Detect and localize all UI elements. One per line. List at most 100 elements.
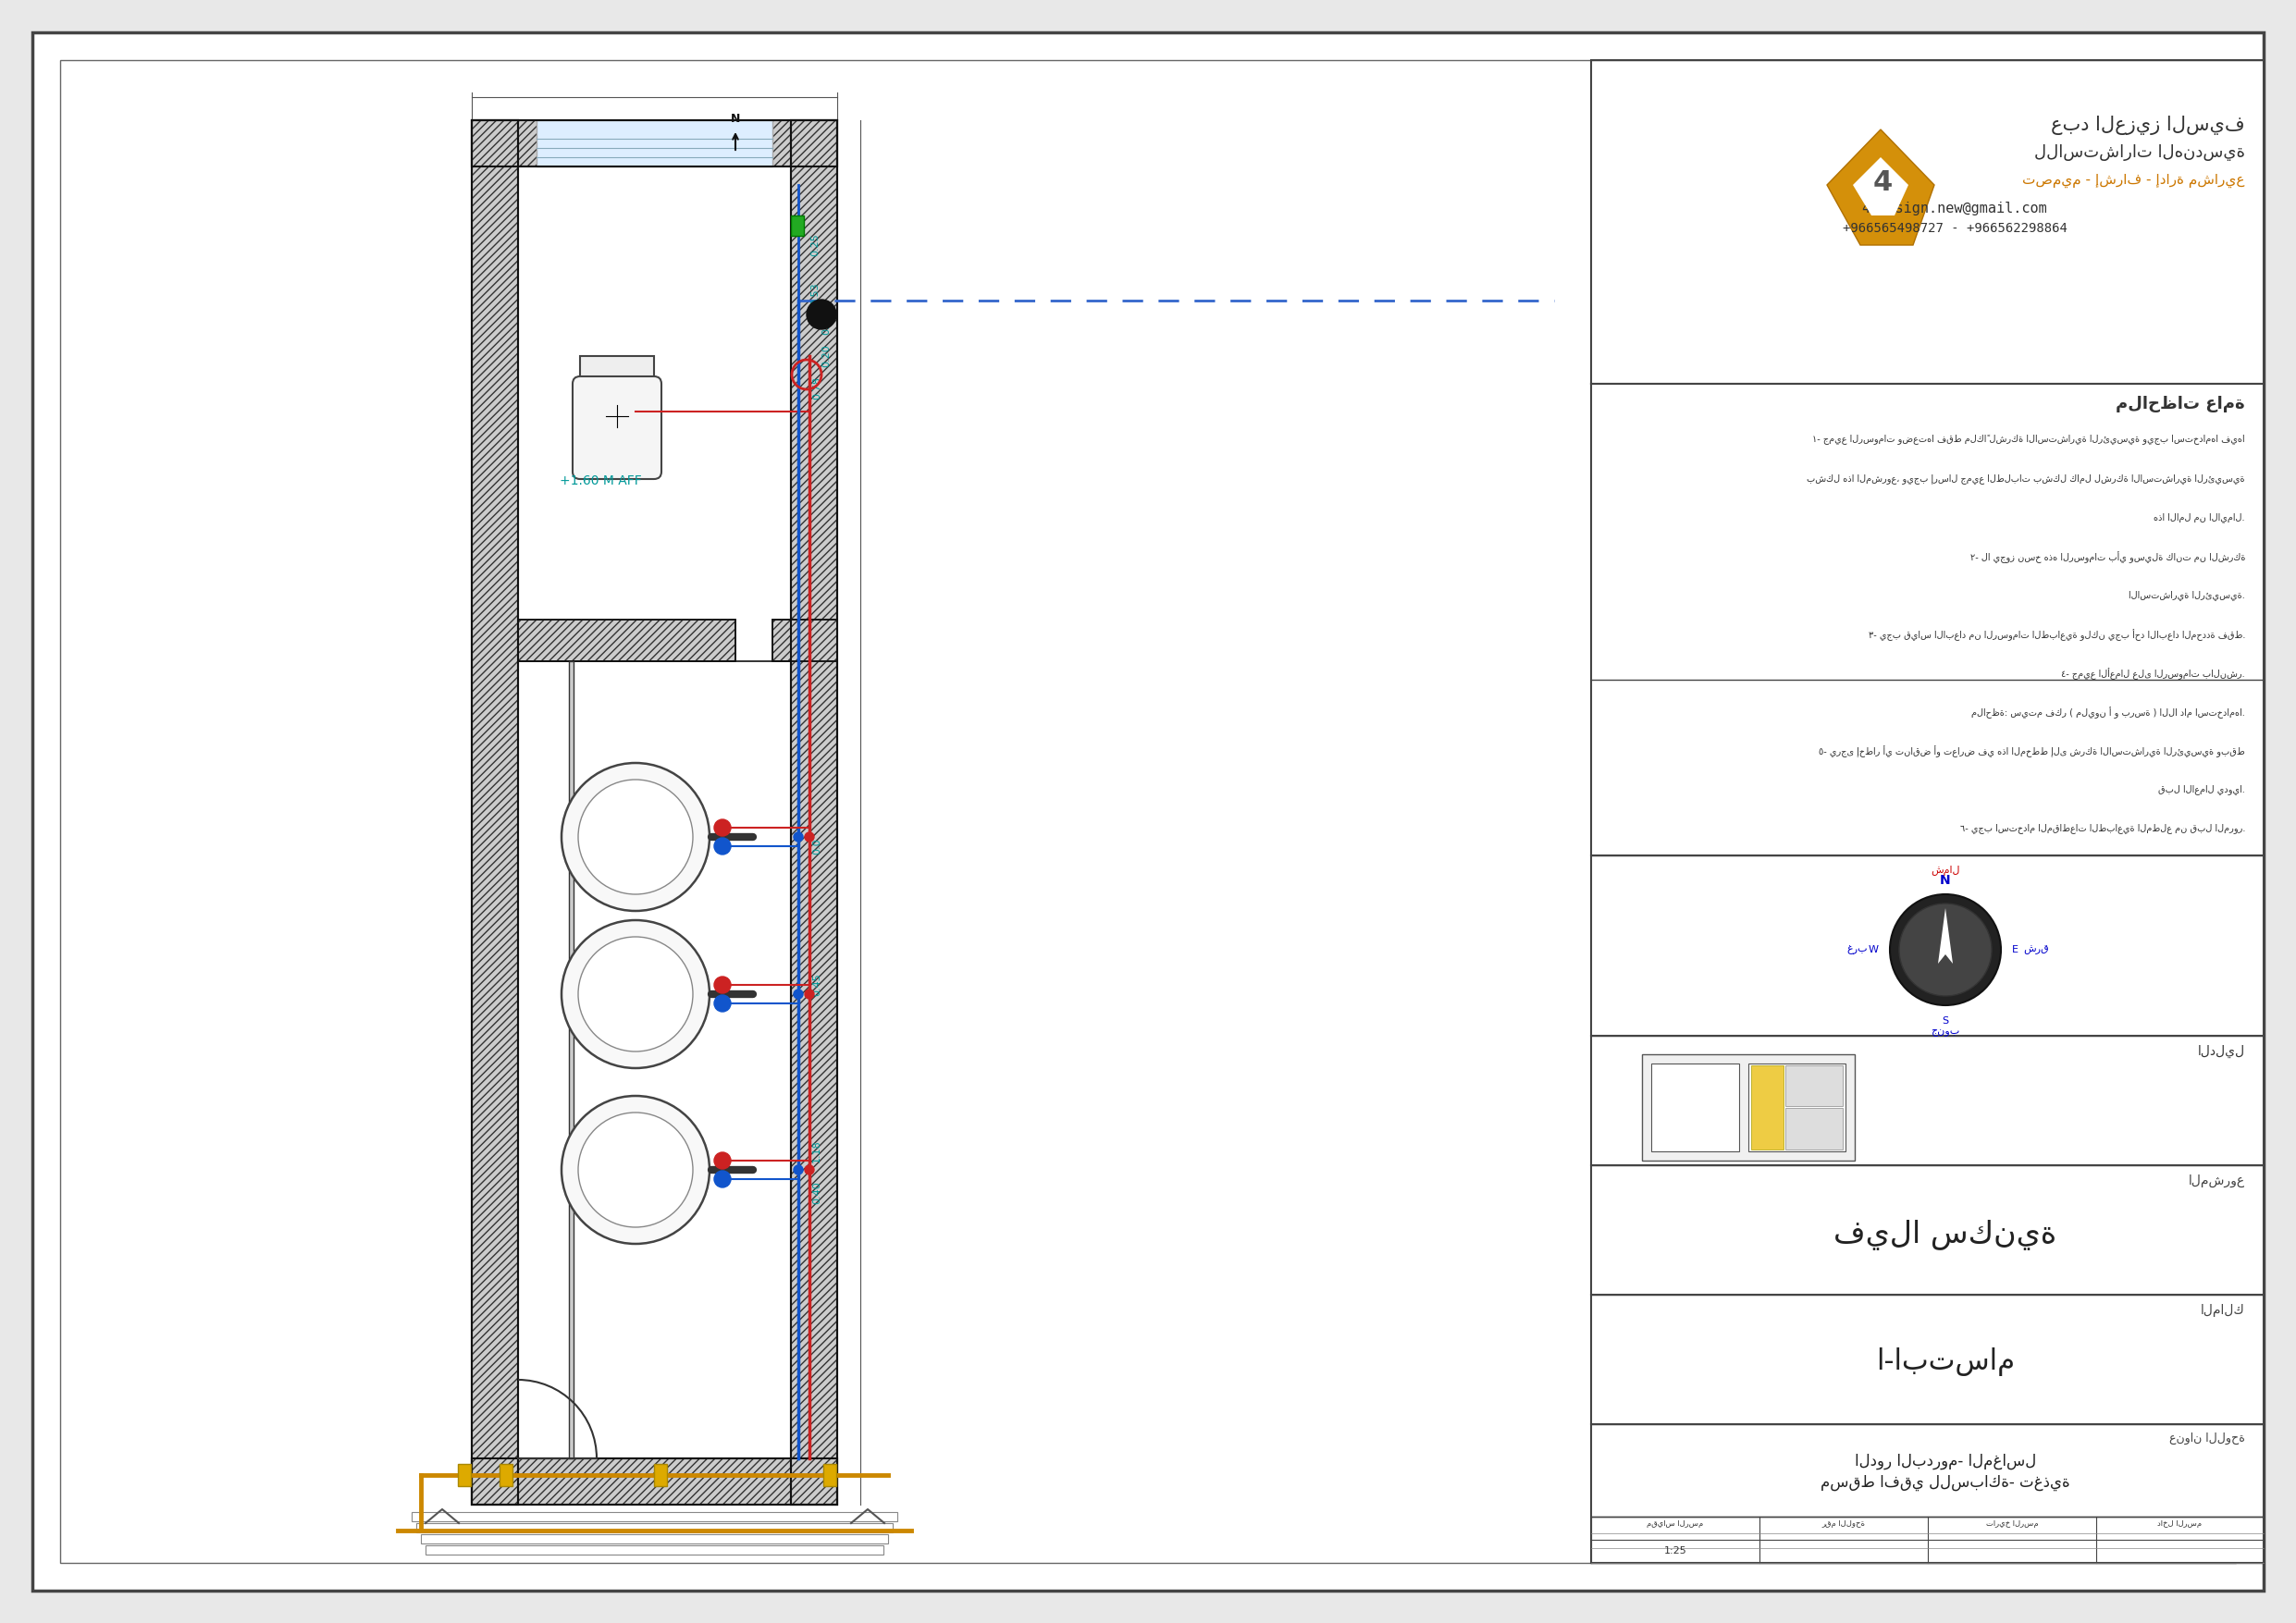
Circle shape <box>806 990 815 998</box>
Text: مقياس الرسم: مقياس الرسم <box>1646 1519 1704 1527</box>
Bar <box>1747 1063 1846 1151</box>
Polygon shape <box>1853 157 1908 216</box>
Text: للاستشارات الهندسية: للاستشارات الهندسية <box>2034 144 2245 161</box>
Text: المالك: المالك <box>2202 1303 2245 1316</box>
Text: 4.design.new@gmail.com: 4.design.new@gmail.com <box>1862 201 2048 214</box>
Bar <box>416 1522 893 1532</box>
Text: ٤- جميع الأعمال على الرسومات بالنشر.: ٤- جميع الأعمال على الرسومات بالنشر. <box>2062 667 2245 680</box>
Text: الدليل: الدليل <box>2197 1045 2245 1058</box>
Text: +1.60 M AFF: +1.60 M AFF <box>560 474 643 487</box>
Text: E: E <box>2011 945 2018 954</box>
Circle shape <box>806 1165 815 1175</box>
Text: مسقط افقي للسباكة- تغذية: مسقط افقي للسباكة- تغذية <box>1821 1474 2071 1492</box>
Text: 0.0: 0.0 <box>813 837 822 854</box>
Bar <box>471 120 838 167</box>
Text: قبل الاعمال يدويا.: قبل الاعمال يدويا. <box>2158 784 2245 794</box>
Bar <box>1786 1109 1844 1149</box>
Bar <box>537 120 771 167</box>
Text: 0.78: 0.78 <box>813 377 822 399</box>
Text: 0.53: 0.53 <box>810 282 820 305</box>
Text: شرق: شرق <box>2023 945 2048 954</box>
Circle shape <box>563 763 709 911</box>
Text: N: N <box>1940 873 1952 886</box>
Circle shape <box>579 936 693 1052</box>
Text: بشكل هذا المشروع، ويجب إرسال جميع الطلبات بشكل كامل لشركة الاستشارية الرئيسية: بشكل هذا المشروع، ويجب إرسال جميع الطلبا… <box>1807 474 2245 484</box>
Bar <box>1651 1063 1738 1151</box>
Polygon shape <box>1938 909 1954 964</box>
Circle shape <box>714 977 730 993</box>
Bar <box>790 120 838 1505</box>
Text: 0.45: 0.45 <box>813 974 822 997</box>
Text: عبد العزيز السيف: عبد العزيز السيف <box>2050 115 2245 135</box>
Text: ٢- لا يجوز نسخ هذه الرسومات بأي وسيلة كانت من الشركة: ٢- لا يجوز نسخ هذه الرسومات بأي وسيلة كا… <box>1970 552 2245 563</box>
Text: جنوب: جنوب <box>1931 1027 1961 1037</box>
Text: ملاحظات عامة: ملاحظات عامة <box>2117 396 2245 412</box>
Text: داخل الرسم: داخل الرسم <box>2158 1519 2202 1527</box>
Bar <box>771 620 838 661</box>
Text: رقم اللوحة: رقم اللوحة <box>1823 1519 1864 1527</box>
Text: تصميم - إشراف - إدارة مشاريع: تصميم - إشراف - إدارة مشاريع <box>2023 174 2245 187</box>
Bar <box>471 1459 838 1505</box>
Text: 0.25: 0.25 <box>810 234 820 256</box>
Bar <box>425 1545 884 1555</box>
Bar <box>771 620 838 661</box>
Bar <box>411 1513 898 1521</box>
Bar <box>581 355 654 386</box>
Text: N: N <box>730 114 739 125</box>
Bar <box>1642 1055 1855 1160</box>
Text: ٦- يجب استخدام المقاطعات الطباعية المطلع من قبل المرور.: ٦- يجب استخدام المقاطعات الطباعية المطلع… <box>1961 823 2245 833</box>
Bar <box>537 120 771 167</box>
Bar <box>501 1464 512 1487</box>
Bar <box>1752 1065 1784 1149</box>
Circle shape <box>806 300 836 329</box>
Text: +966565498727 - +966562298864: +966565498727 - +966562298864 <box>1841 222 2066 235</box>
Circle shape <box>806 833 815 842</box>
Circle shape <box>1899 904 1991 997</box>
Text: 0.40: 0.40 <box>813 1182 822 1204</box>
Text: ملاحظة: سيتم فكر ( مليون أ و برسة ) اللا دام استخدامها.: ملاحظة: سيتم فكر ( مليون أ و برسة ) اللا… <box>1972 706 2245 719</box>
Text: 0.20: 0.20 <box>822 312 831 334</box>
Bar <box>471 1459 838 1505</box>
Text: ١- جميع الرسومات وضعتها فقط ملكاً لشركة الاستشارية الرئيسية ويجب استخدامها فيها: ١- جميع الرسومات وضعتها فقط ملكاً لشركة … <box>1812 435 2245 445</box>
Bar <box>457 1464 471 1487</box>
Circle shape <box>563 920 709 1068</box>
Circle shape <box>714 820 730 836</box>
Text: ٥- يرجى إخطار أي تناقض أو تعارض في هذا المخطط إلى شركة الاستشارية الرئيسية وبقط: ٥- يرجى إخطار أي تناقض أو تعارض في هذا ا… <box>1818 745 2245 758</box>
Bar <box>569 661 574 1459</box>
Bar <box>519 167 790 1459</box>
Circle shape <box>714 1152 730 1169</box>
Text: 1.18: 1.18 <box>813 1139 822 1162</box>
Text: الاستشارية الرئيسية.: الاستشارية الرئيسية. <box>2128 591 2245 601</box>
Circle shape <box>714 837 730 854</box>
Bar <box>471 120 838 167</box>
Text: 0.20: 0.20 <box>822 344 831 367</box>
Bar <box>1786 1065 1844 1105</box>
Text: 1:25: 1:25 <box>1665 1547 1688 1555</box>
Circle shape <box>794 833 804 842</box>
Circle shape <box>1890 894 2000 1005</box>
Polygon shape <box>1828 130 1933 245</box>
Circle shape <box>579 1112 693 1227</box>
Bar <box>471 120 519 1505</box>
Text: ٣- يجب قياس الابعاد من الرسومات الطباعية ولكن يجب أحد الابعاد المحددة فقط.: ٣- يجب قياس الابعاد من الرسومات الطباعية… <box>1869 628 2245 641</box>
Bar <box>790 216 804 235</box>
Bar <box>790 120 838 1505</box>
Bar <box>519 661 790 1459</box>
Text: W: W <box>1869 945 1878 954</box>
FancyBboxPatch shape <box>572 377 661 479</box>
Text: الدور البدروم- المغاسل: الدور البدروم- المغاسل <box>1855 1453 2037 1469</box>
Text: شمال: شمال <box>1931 865 1961 876</box>
Circle shape <box>794 1165 804 1175</box>
Bar <box>824 1464 836 1487</box>
Circle shape <box>714 1170 730 1188</box>
Text: المشروع: المشروع <box>2188 1175 2245 1188</box>
Bar <box>420 1534 889 1543</box>
Circle shape <box>579 779 693 894</box>
Bar <box>1591 60 2264 1563</box>
Text: ا-ابتسام: ا-ابتسام <box>1876 1347 2016 1376</box>
Text: تاريخ الرسم: تاريخ الرسم <box>1986 1519 2039 1527</box>
Text: عنوان اللوحة: عنوان اللوحة <box>2170 1431 2245 1444</box>
Text: 4: 4 <box>1874 169 1892 196</box>
Text: غرب: غرب <box>1846 945 1867 954</box>
Bar <box>654 1464 666 1487</box>
